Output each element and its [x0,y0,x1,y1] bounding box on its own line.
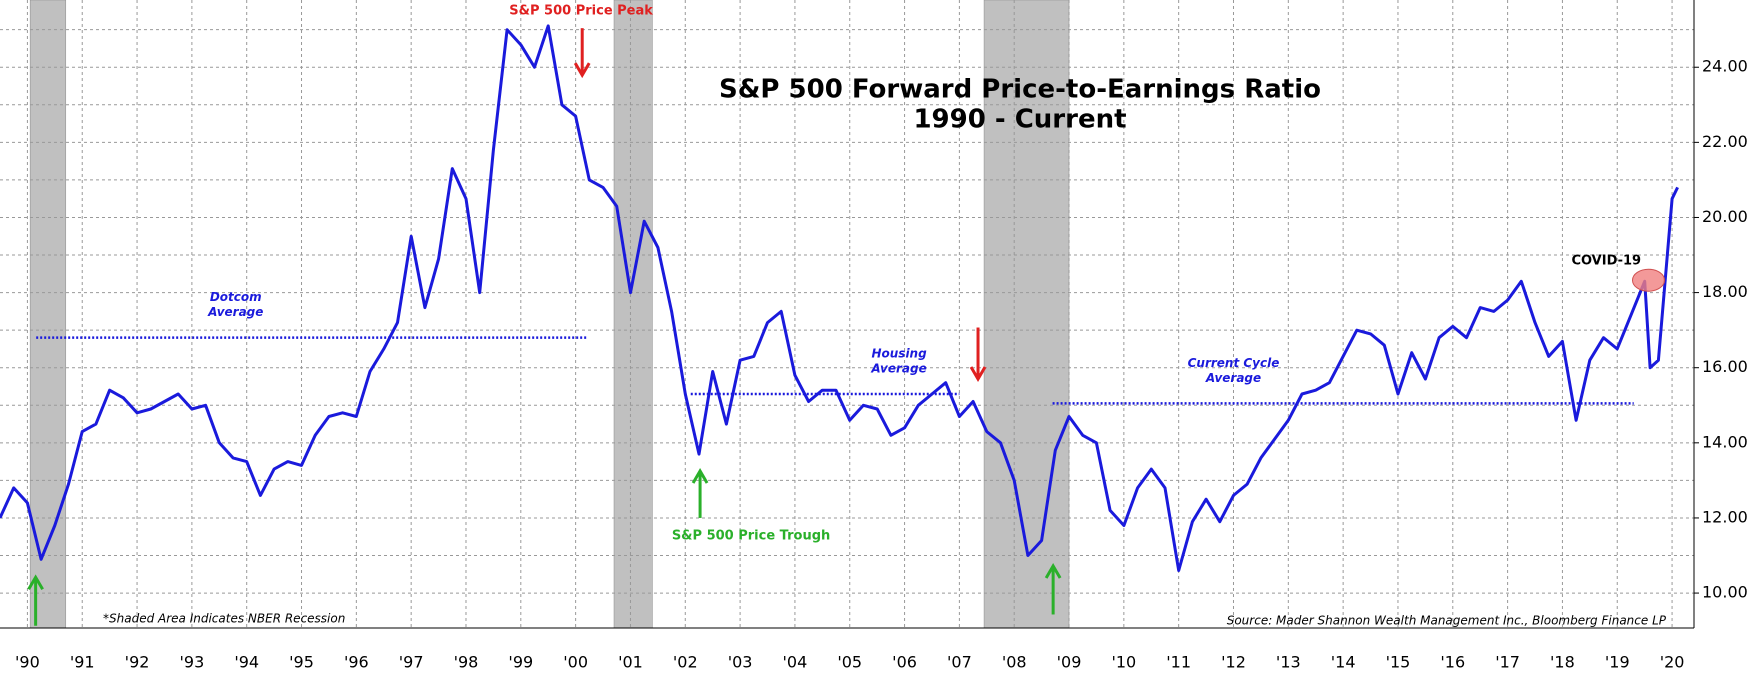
x-tick-label: '97 [399,653,424,672]
x-tick-label: '90 [15,653,40,672]
covid-highlight [1631,268,1665,292]
arrow-head [573,62,591,79]
x-tick-label: '18 [1550,653,1575,672]
x-tick-label: '06 [892,653,917,672]
x-tick-label: '92 [125,653,150,672]
y-tick-label: 16.00 [1702,357,1748,376]
x-tick-label: '02 [673,653,698,672]
x-tick-label: '99 [508,653,533,672]
source: Source: Mader Shannon Wealth Management … [1227,614,1667,628]
x-tick-label: '95 [289,653,314,672]
x-tick-label: '94 [234,653,259,672]
x-tick-label: '19 [1605,653,1630,672]
annotation: S&P 500 Price Trough [672,528,830,543]
recession-shade [613,0,653,629]
arrow-head [691,468,709,484]
arrow-head [1044,563,1062,579]
x-tick-label: '93 [179,653,204,672]
x-tick-label: '12 [1221,653,1246,672]
chart-title: S&P 500 Forward Price-to-Earnings Ratio [719,75,1321,105]
y-tick-label: 18.00 [1702,282,1748,301]
arrow-head [969,366,987,382]
x-tick-label: '07 [947,653,972,672]
arrow-head [27,574,44,591]
x-tick-label: '03 [728,653,753,672]
x-tick-label: '04 [783,653,808,672]
x-tick-label: '05 [837,653,862,672]
x-tick-label: '20 [1660,653,1685,672]
x-tick-label: '10 [1111,653,1136,672]
chart-subtitle: 1990 - Current [913,105,1126,135]
annotation: COVID-19 [1571,254,1641,269]
reference-label: Average [1205,371,1261,385]
x-tick-label: '96 [344,653,369,672]
data-line [0,24,1679,572]
x-tick-label: '15 [1386,653,1411,672]
x-tick-label: '00 [563,653,588,672]
y-tick-label: 24.00 [1702,57,1748,76]
y-tick-label: 10.00 [1702,583,1748,602]
x-tick-label: '11 [1166,653,1191,672]
y-tick-label: 20.00 [1702,207,1748,226]
y-tick-label: 14.00 [1702,432,1748,451]
x-tick-label: '98 [454,653,479,672]
x-tick-label: '09 [1057,653,1082,672]
y-tick-label: 22.00 [1702,132,1748,151]
reference-label: Average [870,362,926,376]
x-tick-label: '14 [1331,653,1356,672]
x-tick-label: '08 [1002,653,1027,672]
y-tick-label: 12.00 [1702,507,1748,526]
x-tick-label: '16 [1440,653,1465,672]
x-tick-label: '13 [1276,653,1301,672]
reference-label: Average [207,305,263,319]
x-tick-label: '91 [70,653,95,672]
reference-label: Current Cycle [1188,356,1280,370]
annotation: S&P 500 Price Peak [509,3,653,18]
x-tick-label: '01 [618,653,643,672]
reference-label: Housing [871,347,927,361]
reference-label: Dotcom [210,290,262,304]
footnote: *Shaded Area Indicates NBER Recession [103,612,345,626]
x-tick-label: '17 [1495,653,1520,672]
